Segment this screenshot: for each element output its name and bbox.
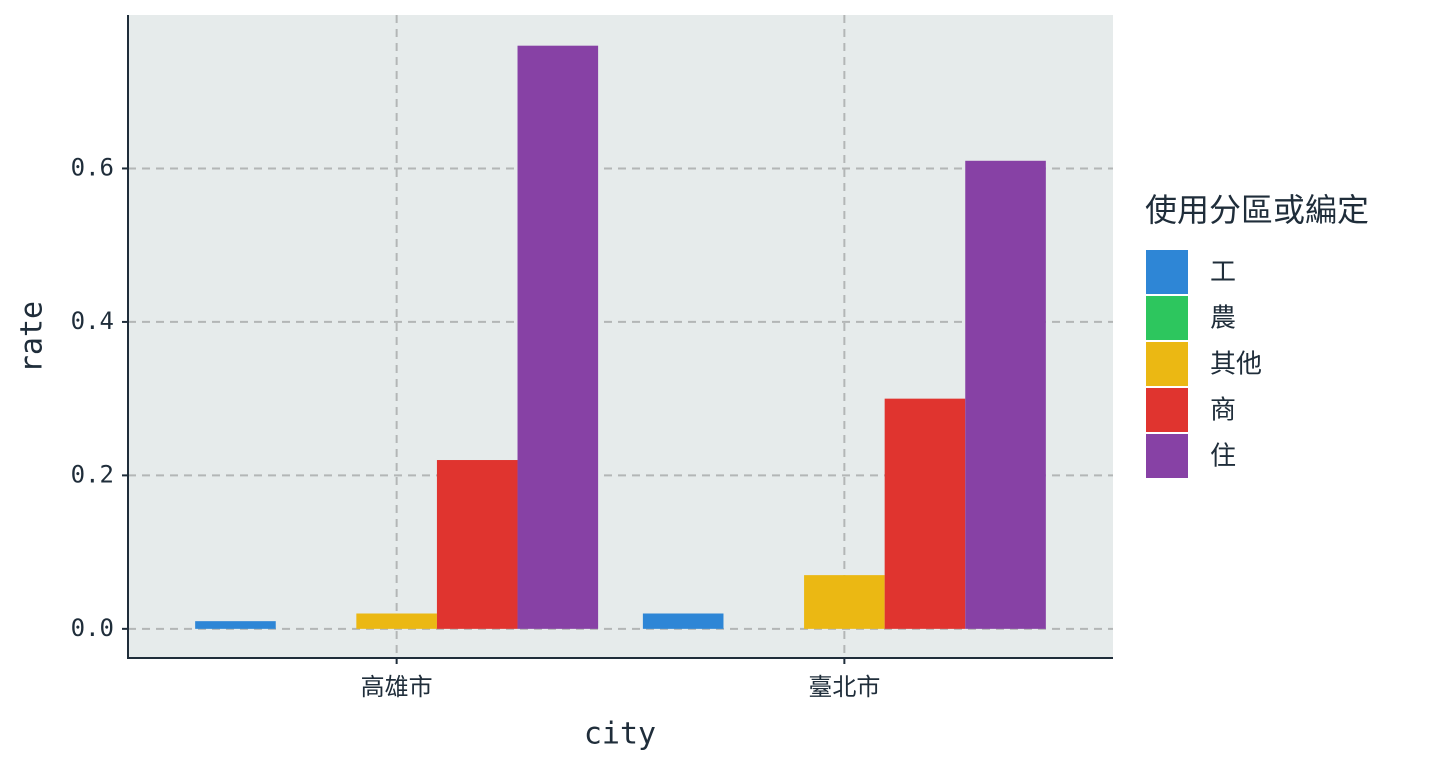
legend-swatch (1146, 342, 1188, 386)
legend-label: 住 (1210, 442, 1236, 472)
bar (195, 621, 276, 629)
y-tick-label: 0.4 (71, 307, 114, 335)
bar (884, 398, 966, 629)
bar (804, 575, 885, 629)
legend-title: 使用分區或編定 (1145, 191, 1369, 229)
legend-label: 工 (1210, 258, 1236, 288)
bar (436, 460, 518, 629)
y-axis-title: rate (15, 301, 50, 373)
bars (195, 45, 1046, 629)
x-axis-title: city (584, 717, 656, 752)
legend-swatch (1146, 296, 1188, 340)
legend-label: 商 (1210, 396, 1236, 426)
bar (356, 613, 437, 629)
x-tick-label: 高雄市 (361, 673, 433, 701)
bar (965, 160, 1046, 629)
legend-label: 其他 (1210, 350, 1262, 380)
legend-swatch (1146, 434, 1188, 478)
y-tick-label: 0.2 (71, 460, 114, 488)
bar (517, 45, 599, 629)
y-tick-label: 0.0 (71, 614, 114, 642)
grid (128, 15, 1113, 658)
legend-swatch (1146, 250, 1188, 294)
legend-label: 農 (1210, 304, 1236, 334)
x-tick-label: 臺北市 (808, 673, 880, 701)
legend-swatch (1146, 388, 1188, 432)
bar (642, 613, 724, 629)
y-tick-label: 0.6 (71, 153, 114, 181)
